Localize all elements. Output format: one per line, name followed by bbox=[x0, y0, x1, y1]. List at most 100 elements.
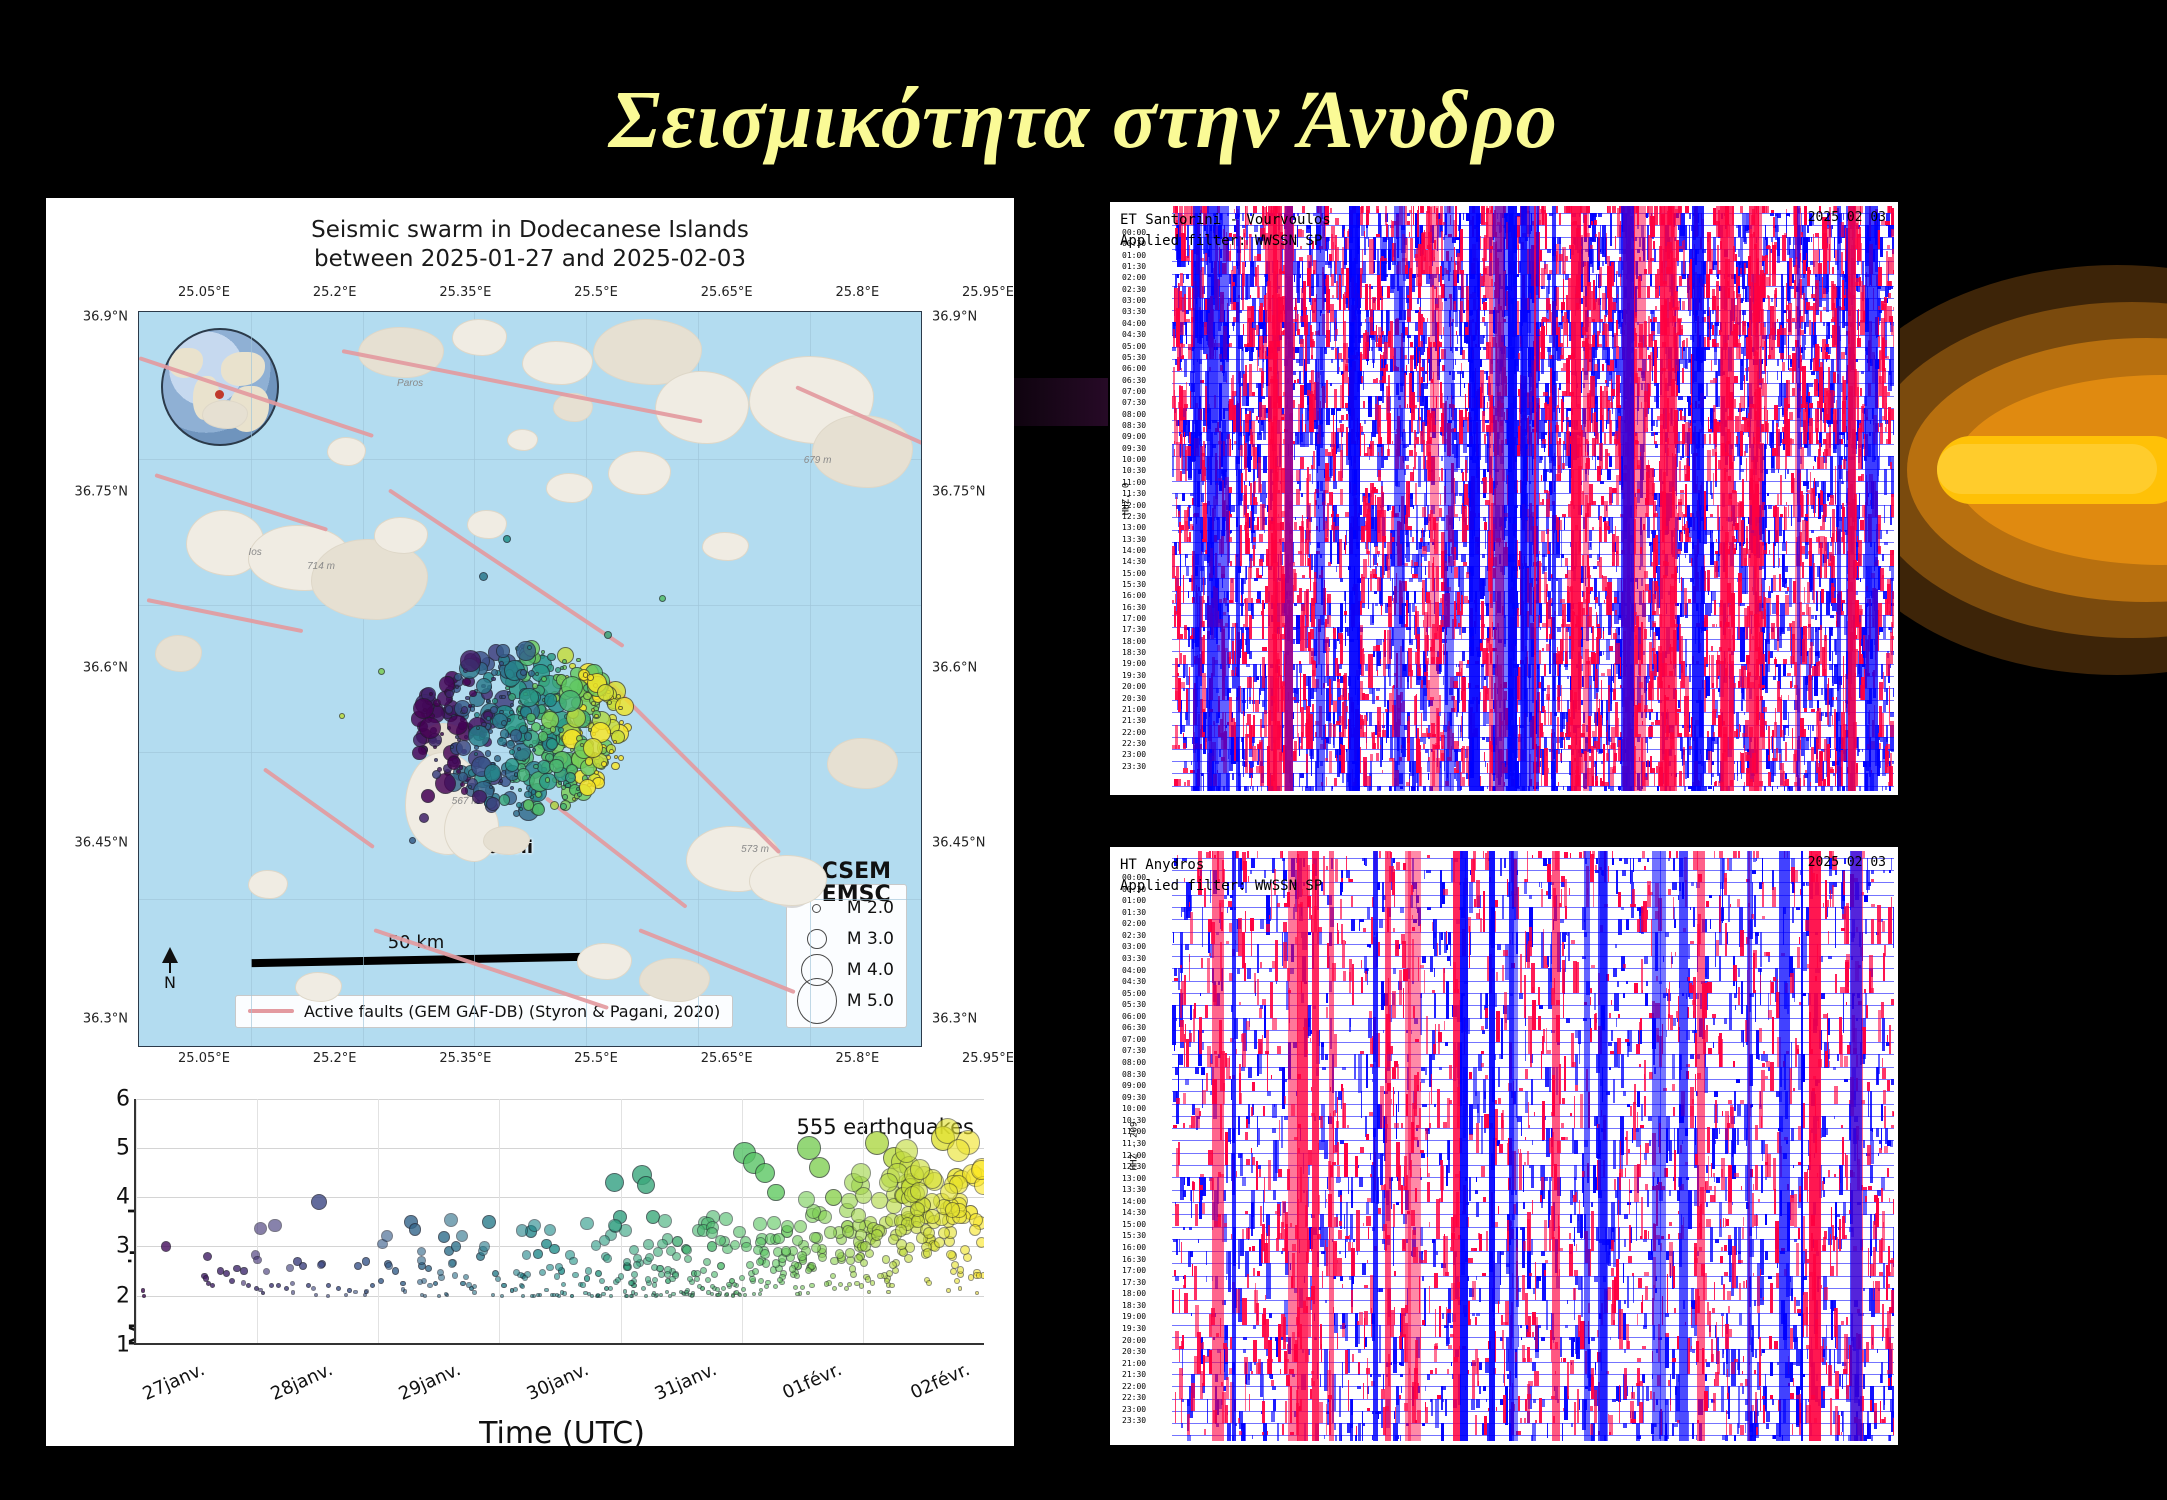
map-earthquake-marker bbox=[494, 754, 502, 762]
map-title-line1: Seismic swarm in Dodecanese Islands bbox=[311, 217, 749, 243]
seismogram-trace-tick bbox=[1612, 395, 1615, 399]
seismogram-trace-tick bbox=[1309, 393, 1314, 433]
seismogram-trace-tick bbox=[1650, 273, 1653, 287]
seismogram-trace-tick bbox=[1479, 390, 1483, 408]
chart-data-point bbox=[521, 1274, 529, 1282]
seismogram-trace-tick bbox=[1600, 267, 1603, 286]
chart-data-point bbox=[628, 1280, 635, 1286]
chart-data-point bbox=[589, 1293, 594, 1298]
map-earthquake-marker bbox=[509, 703, 514, 708]
map-lat-tick: 36.9°N bbox=[932, 309, 978, 325]
map-earthquake-marker bbox=[593, 769, 599, 775]
seismogram-trace-tick bbox=[1373, 261, 1376, 274]
seismogram-trace-tick bbox=[1610, 402, 1613, 408]
seismogram-trace-tick bbox=[1462, 212, 1464, 221]
seismogram-trace-tick bbox=[1601, 363, 1604, 372]
seismogram-trace-tick bbox=[1541, 267, 1545, 286]
map-title-line2: between 2025-01-27 and 2025-02-03 bbox=[314, 246, 746, 273]
seismogram-trace-tick bbox=[1566, 358, 1571, 396]
seismogram-trace-tick bbox=[1716, 245, 1719, 274]
map-island bbox=[702, 532, 749, 562]
seismogram-trace-tick bbox=[1683, 240, 1686, 274]
seismogram-trace-tick bbox=[1342, 373, 1344, 408]
chart-data-point bbox=[656, 1238, 668, 1250]
map-lon-tick: 25.35°E bbox=[439, 1050, 492, 1066]
seismogram-trace-tick bbox=[1646, 286, 1650, 298]
seismogram-trace-tick bbox=[1891, 229, 1894, 238]
map-earthquake-marker bbox=[412, 698, 435, 720]
seismogram-trace-tick bbox=[1685, 206, 1690, 213]
seismogram-trace-tick bbox=[1385, 224, 1389, 238]
map-earthquake-marker bbox=[549, 800, 560, 811]
chart-data-point bbox=[760, 1248, 770, 1259]
seismogram-time-label: 23:00 bbox=[1122, 750, 1147, 760]
seismogram-trace-tick bbox=[1856, 261, 1859, 265]
seismogram-trace-tick bbox=[1360, 206, 1364, 225]
seismogram-trace-tick bbox=[1375, 378, 1378, 384]
seismogram-time-label: 07:30 bbox=[1122, 398, 1147, 408]
chart-data-point bbox=[651, 1282, 657, 1288]
chart-data-point bbox=[850, 1270, 857, 1278]
seismogram-trace-tick bbox=[1186, 322, 1188, 344]
seismogram-trace-tick bbox=[1337, 352, 1342, 359]
seismogram-time-label: 17:30 bbox=[1122, 625, 1147, 635]
chart-data-point bbox=[894, 1223, 908, 1237]
seismogram-trace-tick bbox=[1297, 379, 1300, 384]
seismogram-trace-tick bbox=[1857, 338, 1862, 347]
seismogram-time-label: 20:30 bbox=[1122, 693, 1147, 703]
map-scalebar: 50 km bbox=[250, 932, 582, 968]
seismogram-trace-tick bbox=[1334, 234, 1338, 274]
map-earthquake-marker bbox=[419, 716, 442, 739]
seismogram-time-label: 00:00 bbox=[1122, 228, 1147, 237]
map-lon-tick: 25.05°E bbox=[178, 284, 230, 300]
chart-plot-area[interactable]: 555 earthquakes bbox=[134, 1098, 984, 1345]
map-lon-tick: 25.05°E bbox=[178, 1050, 230, 1066]
seismogram-trace-tick bbox=[1741, 346, 1743, 355]
seismogram-trace-tick bbox=[1181, 261, 1186, 267]
map-place-label: 714 m bbox=[307, 561, 335, 573]
seismogram-time-label: 10:00 bbox=[1122, 455, 1147, 465]
seismogram-trace-tick bbox=[1841, 351, 1846, 359]
seismogram-time-label: 02:00 bbox=[1122, 273, 1147, 283]
seismogram-trace-tick bbox=[1782, 235, 1786, 262]
seismogram-trace-tick bbox=[1418, 356, 1422, 396]
chart-data-point bbox=[658, 1213, 673, 1228]
map-canvas[interactable]: Santorini N 50 km Active faults (GEM GAF… bbox=[138, 310, 922, 1047]
magnitude-legend-circle bbox=[797, 929, 837, 950]
seismogram-time-label: 08:00 bbox=[1122, 409, 1147, 419]
seismic-swarm-map-panel: Seismic swarm in Dodecanese Islands betw… bbox=[46, 198, 1014, 1446]
chart-data-point bbox=[702, 1257, 712, 1267]
seismogram-trace-tick bbox=[1828, 243, 1831, 274]
seismogram-trace-tick bbox=[1326, 329, 1330, 347]
chart-data-point bbox=[975, 1290, 980, 1296]
chart-data-point bbox=[580, 1216, 594, 1231]
seismogram-trace-tick bbox=[1805, 334, 1807, 346]
seismogram-trace-tick bbox=[1335, 328, 1338, 335]
seismogram-trace-tick bbox=[1823, 322, 1825, 326]
map-earthquake-marker bbox=[447, 715, 468, 736]
seismogram-trace-tick bbox=[1257, 432, 1262, 441]
seismogram-trace-tick bbox=[1654, 444, 1659, 449]
seismogram-top-panel[interactable]: ET Santorini - Vourvoulos Applied filter… bbox=[1108, 200, 1900, 797]
chart-data-point bbox=[850, 1207, 866, 1223]
chart-data-point bbox=[416, 1246, 427, 1257]
seismogram-trace-tick bbox=[1462, 371, 1465, 379]
seismogram-trace-tick bbox=[1761, 206, 1766, 213]
map-earthquake-marker bbox=[487, 728, 493, 734]
seismogram-trace-tick bbox=[1738, 249, 1741, 258]
map-earthquake-marker bbox=[532, 803, 546, 816]
seismogram-trace-tick bbox=[1260, 322, 1264, 329]
seismogram-trace-tick bbox=[1707, 417, 1710, 433]
seismogram-trace-tick bbox=[1813, 249, 1818, 274]
seismogram-trace-tick bbox=[1293, 273, 1296, 282]
seismogram-trace-tick bbox=[1251, 391, 1255, 396]
map-lon-tick: 25.5°E bbox=[574, 1050, 618, 1066]
chart-x-tick: 02févr. bbox=[907, 1358, 973, 1404]
seismogram-top-traces bbox=[1172, 206, 1894, 791]
map-earthquake-marker bbox=[459, 650, 482, 672]
seismogram-trace-tick bbox=[1245, 261, 1247, 267]
map-island bbox=[483, 825, 530, 856]
seismogram-trace-tick bbox=[1786, 208, 1788, 213]
chart-data-point bbox=[451, 1272, 459, 1279]
seismogram-trace-tick bbox=[1682, 415, 1687, 420]
